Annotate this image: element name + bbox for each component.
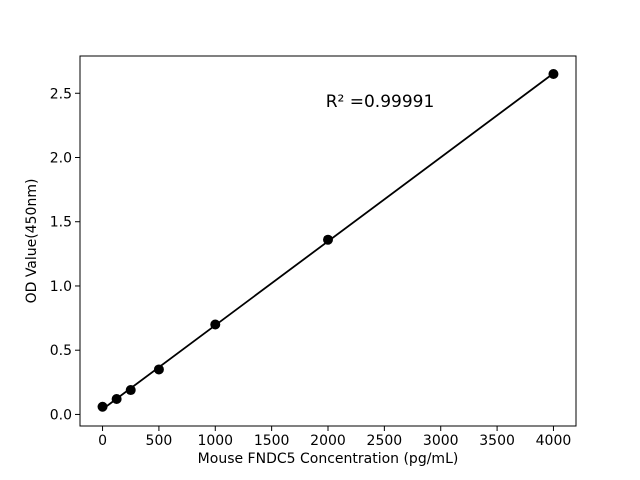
x-tick-label: 500 <box>146 433 173 449</box>
y-tick-label: 2.5 <box>50 86 72 102</box>
x-tick-label: 3500 <box>479 433 515 449</box>
x-tick-label: 3000 <box>423 433 459 449</box>
y-tick-label: 2.0 <box>50 150 72 166</box>
r-squared-annotation: R² =0.99991 <box>325 92 435 112</box>
x-tick-label: 4000 <box>536 433 572 449</box>
x-tick-label: 1000 <box>197 433 233 449</box>
data-point <box>111 394 122 405</box>
data-point <box>97 401 108 412</box>
data-point <box>548 68 559 79</box>
x-tick-label: 2000 <box>310 433 346 449</box>
y-tick-label: 0.0 <box>50 407 72 423</box>
y-tick-label: 1.5 <box>50 215 72 231</box>
y-tick-label: 0.5 <box>50 343 72 359</box>
y-tick-label: 1.0 <box>50 279 72 295</box>
data-point <box>210 319 221 330</box>
data-point <box>153 364 164 375</box>
x-tick-label: 0 <box>98 433 107 449</box>
x-tick-label: 1500 <box>254 433 290 449</box>
data-point <box>323 234 333 245</box>
data-point <box>125 385 136 396</box>
x-axis-label: Mouse FNDC5 Concentration (pg/mL) <box>197 451 459 467</box>
x-tick-label: 2500 <box>367 433 403 449</box>
y-axis-label: OD Value(450nm) <box>24 178 40 304</box>
